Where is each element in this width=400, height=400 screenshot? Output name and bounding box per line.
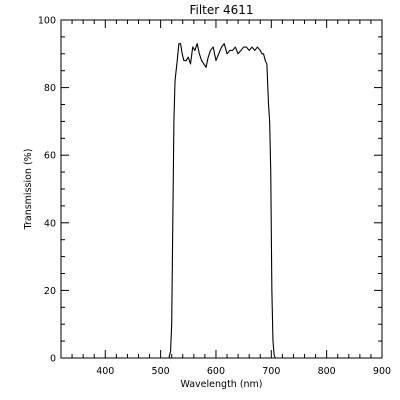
y-axis-label: Transmission (%) xyxy=(23,149,34,231)
x-tick-label: 900 xyxy=(373,366,391,377)
y-tick-label: 60 xyxy=(44,151,56,162)
x-axis-label: Wavelength (nm) xyxy=(180,379,262,390)
x-tick-label: 600 xyxy=(207,366,225,377)
x-axis-tick-labels: 400 500 600 700 800 900 xyxy=(96,366,391,377)
x-tick-label: 500 xyxy=(152,366,170,377)
x-tick-label: 400 xyxy=(96,366,114,377)
x-axis-ticks xyxy=(71,20,383,358)
y-tick-label: 100 xyxy=(38,16,56,27)
y-tick-label: 0 xyxy=(50,354,56,365)
chart-title: Filter 4611 xyxy=(189,3,253,17)
plot-frame xyxy=(60,19,383,359)
plot-border xyxy=(60,19,383,359)
y-axis-ticks xyxy=(61,19,382,359)
x-tick-label: 800 xyxy=(318,366,336,377)
y-tick-label: 80 xyxy=(44,83,56,94)
x-tick-label: 700 xyxy=(262,366,280,377)
series-group xyxy=(61,43,382,359)
y-tick-label: 40 xyxy=(44,218,56,229)
y-axis-tick-labels: 0 20 40 60 80 100 xyxy=(38,16,56,365)
transmission-line xyxy=(61,43,382,359)
y-tick-label: 20 xyxy=(44,286,56,297)
